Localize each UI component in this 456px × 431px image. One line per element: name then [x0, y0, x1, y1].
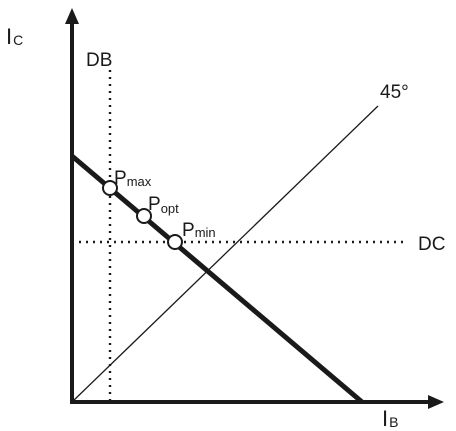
popt-point	[136, 208, 152, 224]
x-axis-label: IB	[382, 406, 398, 431]
y-axis-arrowhead	[65, 8, 79, 24]
db-label: DB	[86, 50, 112, 71]
diagonal-45-line	[71, 105, 379, 403]
diagonal-45-label: 45°	[380, 82, 409, 103]
popt-label: Popt	[148, 194, 179, 216]
pmin-label: Pmin	[182, 220, 216, 241]
pmax-label: Pmax	[114, 168, 152, 189]
dc-label: DC	[418, 234, 445, 255]
y-axis-label: IC	[6, 24, 23, 49]
pmax-point	[102, 180, 118, 196]
x-axis-arrowhead	[428, 395, 444, 409]
constraint-line	[70, 154, 364, 404]
pmin-point	[167, 234, 183, 250]
